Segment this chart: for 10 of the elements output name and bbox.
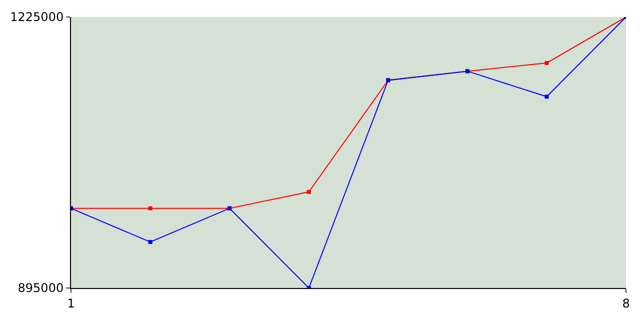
y-tick-label: 1225000	[10, 10, 64, 24]
x-tick-label: 8	[622, 296, 630, 310]
point	[544, 94, 549, 99]
point	[148, 206, 152, 210]
y-tick-label: 895000	[18, 281, 64, 296]
point	[544, 60, 549, 65]
point	[306, 190, 311, 194]
point	[148, 240, 152, 244]
line-series	[71, 17, 626, 288]
x-tick-label: 1	[67, 296, 75, 310]
